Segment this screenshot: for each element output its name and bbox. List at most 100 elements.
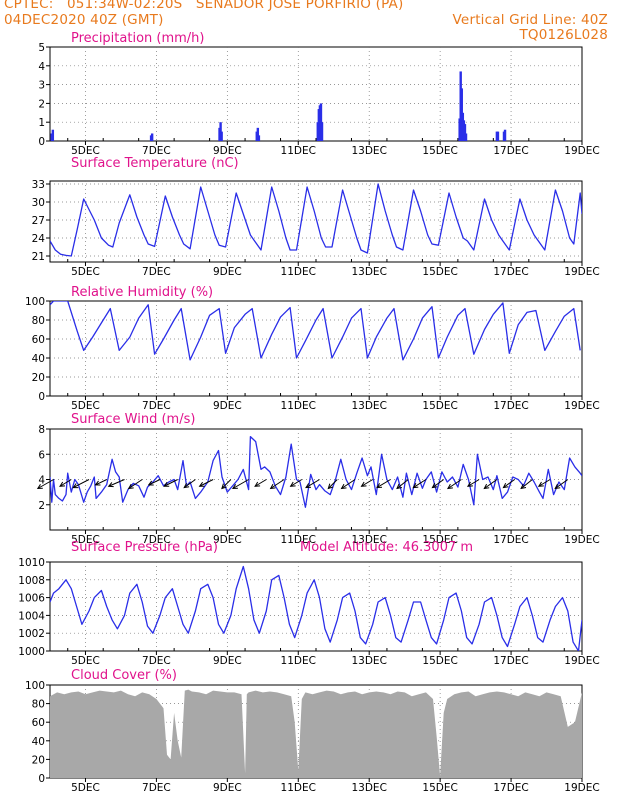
panel-1: 0 1 2 3 4 5 5DEC 7DEC 9DEC 11DEC 13DEC 15DEC 17DEC 19… [38, 31, 599, 157]
wind-arrowhead [289, 481, 296, 487]
y-tick-label: 2 [38, 500, 45, 512]
panel-title: Surface Wind (m/s) [71, 412, 195, 427]
x-tick-label: 19DEC [564, 266, 599, 278]
wind-arrowhead [127, 483, 134, 490]
y-tick-label: 1010 [18, 557, 45, 569]
wind-vector [232, 479, 249, 489]
y-tick-label: 4 [38, 61, 45, 73]
panel-title: Precipitation (mm/h) [71, 31, 204, 46]
x-tick-label: 5DEC [71, 655, 100, 667]
wind-arrowhead [483, 483, 490, 490]
x-tick-label: 9DEC [213, 655, 242, 667]
x-tick-label: 17DEC [493, 655, 528, 667]
precip-bar [503, 129, 507, 141]
y-tick-label: 60 [32, 334, 45, 346]
x-tick-label: 19DEC [564, 145, 599, 157]
x-tick-label: 9DEC [213, 534, 242, 546]
x-tick-label: 15DEC [422, 534, 457, 546]
x-tick-label: 19DEC [564, 534, 599, 546]
header-datetime: 04DEC2020 40Z (GMT) [4, 12, 164, 28]
y-tick-label: 60 [32, 717, 45, 729]
wind-vector [538, 479, 551, 487]
x-tick-label: 7DEC [142, 266, 171, 278]
wind-arrowhead [107, 482, 114, 488]
x-tick-label: 9DEC [213, 782, 242, 794]
panel-6: 0 20 40 60 80 100 5DEC 7DEC 9DEC 11DEC 13DEC 15DEC 1… [25, 668, 600, 794]
wind-vector [376, 479, 391, 489]
wind-arrowhead [163, 481, 170, 487]
header-station: CPTEC: 051:34W-02:20S SENADOR JOSE PORFI… [4, 0, 404, 12]
wind-vector [290, 479, 303, 487]
x-tick-label: 5DEC [71, 145, 100, 157]
wind-vector [361, 479, 374, 487]
y-tick-label: 1000 [18, 646, 45, 658]
x-tick-label: 13DEC [351, 782, 386, 794]
precip-bar [464, 133, 468, 141]
wind-arrowhead [94, 480, 101, 486]
wind-vector [270, 479, 285, 489]
x-tick-label: 9DEC [213, 400, 242, 412]
y-tick-label: 2 [38, 98, 45, 110]
y-tick-label: 0 [38, 136, 45, 148]
y-tick-label: 100 [25, 296, 45, 308]
x-tick-label: 13DEC [351, 145, 386, 157]
wind-arrowhead [554, 483, 561, 490]
x-tick-label: 17DEC [493, 400, 528, 412]
x-tick-label: 13DEC [351, 534, 386, 546]
x-tick-label: 5DEC [71, 782, 100, 794]
y-tick-label: 1008 [18, 575, 45, 587]
y-tick-label: 40 [32, 353, 45, 365]
wind-arrowhead [466, 481, 473, 487]
y-tick-label: 3 [38, 80, 45, 92]
panel-title: Surface Temperature (nC) [71, 156, 239, 171]
x-tick-label: 19DEC [564, 782, 599, 794]
series-line [50, 183, 582, 257]
x-tick-label: 13DEC [351, 655, 386, 667]
x-tick-label: 5DEC [71, 534, 100, 546]
panel-title: Relative Humidity (%) [71, 285, 213, 300]
wind-vector [503, 479, 515, 489]
x-tick-label: 11DEC [281, 782, 316, 794]
x-tick-label: 15DEC [422, 400, 457, 412]
x-tick-label: 13DEC [351, 400, 386, 412]
wind-vector [520, 479, 533, 489]
plot-frame [49, 46, 583, 142]
x-tick-label: 17DEC [493, 266, 528, 278]
precip-bar [220, 131, 223, 141]
wind-arrowhead [360, 481, 367, 487]
x-tick-label: 11DEC [281, 655, 316, 667]
y-tick-label: 100 [25, 680, 45, 692]
y-tick-label: 0 [38, 391, 45, 403]
panel-3: 0 20 40 60 80 100 5DEC 7DEC 9DEC 11DEC 13DEC 15DEC 1… [25, 285, 600, 412]
x-tick-label: 11DEC [281, 400, 316, 412]
wind-vector [554, 479, 569, 489]
series-line [50, 301, 581, 361]
x-tick-label: 5DEC [71, 266, 100, 278]
panel-title: Surface Pressure (hPa) [71, 540, 218, 555]
precip-bar [51, 129, 55, 141]
wind-arrowhead [198, 481, 205, 487]
wind-vector [221, 479, 232, 489]
x-tick-label: 17DEC [493, 782, 528, 794]
x-tick-label: 11DEC [281, 145, 316, 157]
wind-vector [73, 479, 90, 489]
y-tick-label: 21 [32, 251, 45, 263]
panel-4: 2 4 6 8 5DEC 7DEC 9DEC 11DEC 13DEC 15DEC 17DEC 19DE… [36, 412, 600, 546]
y-tick-label: 80 [32, 699, 45, 711]
wind-arrowhead [520, 483, 527, 490]
precip-bar [496, 131, 500, 141]
series-line [50, 435, 582, 508]
wind-arrowhead [305, 483, 312, 489]
header-vertical-grid: Vertical Grid Line: 40Z [452, 12, 608, 28]
precip-bar [463, 124, 467, 141]
wind-arrowhead [327, 483, 334, 490]
cloud-area [50, 689, 582, 778]
x-tick-label: 15DEC [422, 655, 457, 667]
wind-arrowhead [183, 482, 190, 489]
wind-arrowhead [431, 482, 438, 489]
y-tick-label: 24 [32, 233, 46, 245]
x-tick-label: 15DEC [422, 266, 457, 278]
plot-frame [49, 180, 583, 263]
x-tick-label: 17DEC [493, 145, 528, 157]
